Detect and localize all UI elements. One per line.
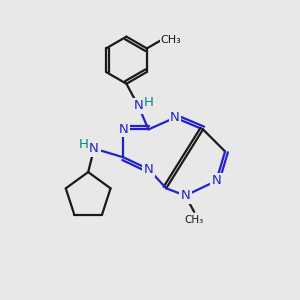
Text: N: N <box>212 174 221 188</box>
Text: N: N <box>144 163 153 176</box>
Text: N: N <box>170 111 180 124</box>
Text: N: N <box>181 189 190 202</box>
Text: H: H <box>144 96 154 110</box>
Text: H: H <box>79 138 89 151</box>
Text: N: N <box>118 123 128 136</box>
Text: N: N <box>133 99 143 112</box>
Text: CH₃: CH₃ <box>184 215 204 225</box>
Text: CH₃: CH₃ <box>161 35 182 45</box>
Text: N: N <box>89 142 99 155</box>
